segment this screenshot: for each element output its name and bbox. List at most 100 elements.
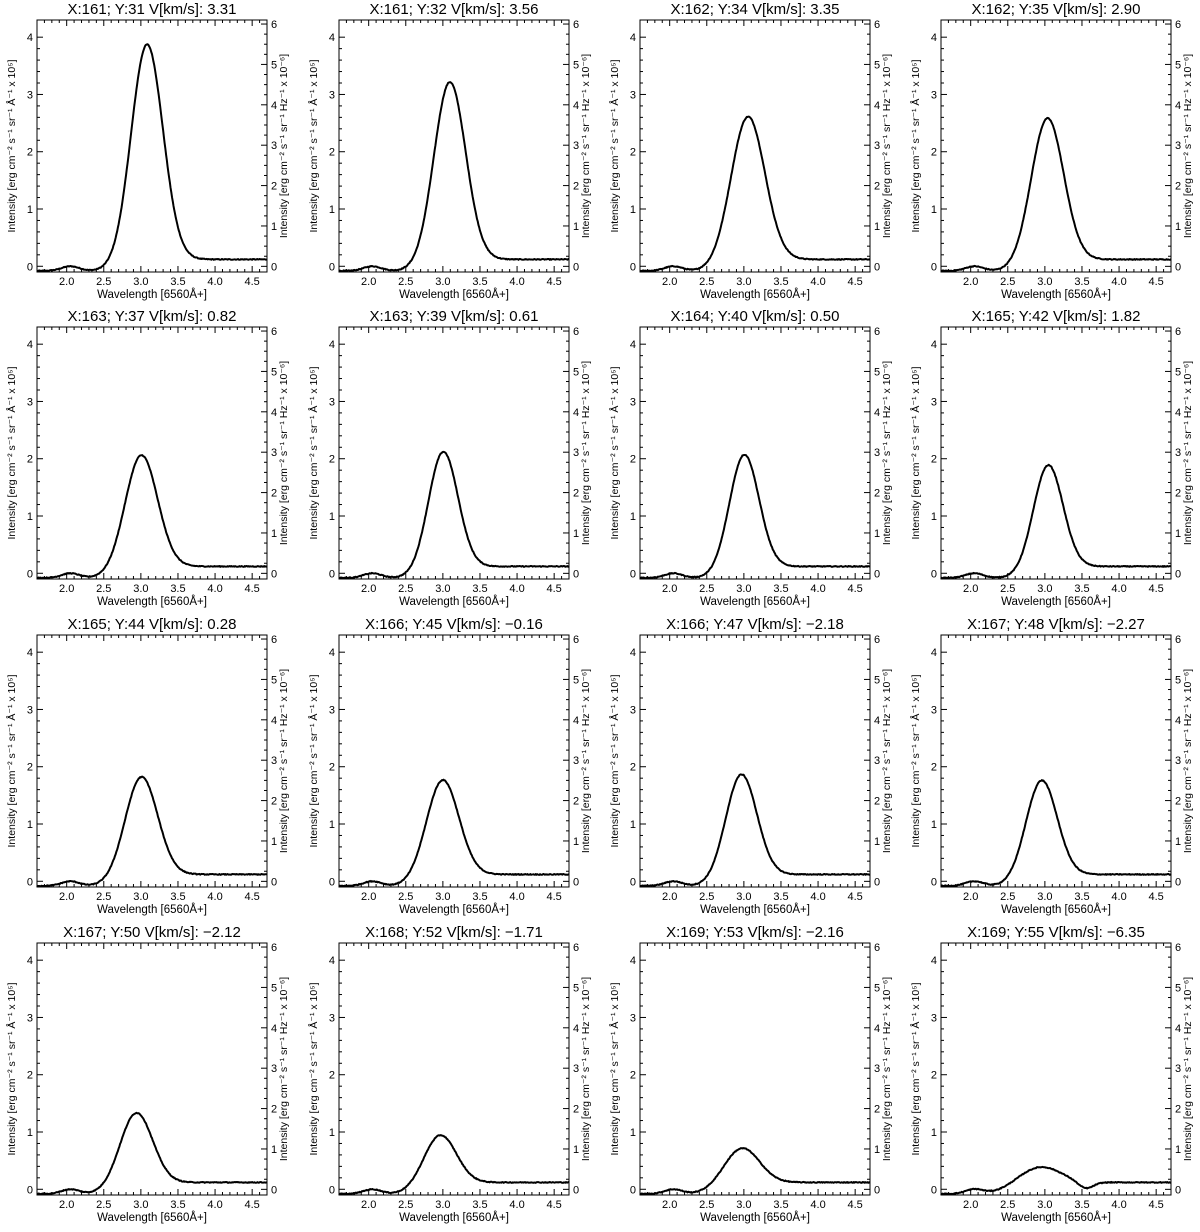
y-tick-label-right: 6 [874,634,880,646]
y-axis-label-left: Intensity [erg cm⁻² s⁻¹ sr⁻¹ Å⁻¹ x 10⁵] [608,366,621,539]
x-tick-label: 3.0 [1037,891,1052,903]
x-tick-label: 3.5 [773,583,788,595]
x-tick-label: 3.5 [170,583,185,595]
y-tick-label-left: 1 [27,204,33,216]
y-tick-label-right: 4 [1175,100,1181,112]
y-tick-label-right: 3 [1175,140,1181,152]
y-tick-label-right: 4 [874,100,880,112]
y-tick-label-right: 1 [874,528,880,540]
spectrum-line [639,115,871,273]
x-tick-label: 3.0 [1037,1199,1052,1211]
spectrum-panel: X:161; Y:31 V[km/s]: 3.31 2.0 2.5 3.0 3.5 4.0… [5,1,290,301]
spectrum-line [940,116,1172,273]
y-tick-label-left: 3 [630,89,636,101]
y-tick-label-right: 5 [271,59,277,71]
y-tick-label-right: 5 [573,366,579,378]
x-tick-label: 4.5 [848,276,863,288]
spectrum-panel: X:165; Y:42 V[km/s]: 1.82 2.0 2.5 3.0 3.5 4.0… [909,308,1194,608]
y-axis-label-right: Intensity [erg cm⁻² s⁻¹ sr⁻¹ Hz⁻¹ x 10⁻⁶… [1182,54,1194,238]
x-tick-label: 3.5 [472,583,487,595]
plot-frame [639,19,871,273]
x-tick-label: 4.0 [207,1199,222,1211]
y-tick-label-right: 6 [271,19,277,31]
y-tick-label-right: 2 [573,796,579,808]
spectrum-panel: X:169; Y:55 V[km/s]: −6.35 2.0 2.5 3.0 3.5 4.… [909,924,1194,1224]
y-tick-label-left: 3 [329,89,335,101]
y-tick-label-right: 6 [573,19,579,31]
y-tick-label-right: 0 [1175,261,1181,273]
y-tick-label-right: 2 [1175,1104,1181,1116]
x-tick-label: 2.5 [699,583,714,595]
y-tick-label-right: 0 [1175,1184,1181,1196]
x-tick-label: 2.5 [1000,276,1015,288]
x-axis-label: Wavelength [6560Å+] [97,1211,207,1224]
x-tick-label: 3.5 [1074,1199,1089,1211]
x-tick-label: 2.5 [1000,1199,1015,1211]
y-tick-label-right: 4 [271,100,277,112]
y-tick-label-left: 1 [329,1127,335,1139]
x-tick-label: 4.0 [509,1199,524,1211]
y-tick-label-right: 4 [874,407,880,419]
x-tick-label: 2.0 [662,891,677,903]
x-tick-label: 2.5 [699,276,714,288]
x-tick-label: 4.5 [848,583,863,595]
x-tick-label: 4.5 [848,891,863,903]
y-tick-label-right: 3 [573,755,579,767]
y-tick-label-left: 4 [630,339,636,351]
y-tick-label-left: 3 [329,704,335,716]
panel-title: X:162; Y:35 V[km/s]: 2.90 [972,1,1141,18]
y-tick-label-right: 4 [271,715,277,727]
x-tick-label: 2.0 [59,276,74,288]
y-tick-label-left: 1 [931,511,937,523]
plot-frame [940,326,1172,580]
panel-title: X:169; Y:53 V[km/s]: −2.16 [666,924,844,941]
y-tick-label-left: 4 [630,32,636,44]
x-tick-label: 2.5 [398,583,413,595]
y-tick-label-right: 1 [573,528,579,540]
y-tick-label-right: 5 [1175,674,1181,686]
x-tick-label: 2.5 [398,1199,413,1211]
y-tick-label-left: 3 [630,1012,636,1024]
plot-frame [338,942,570,1196]
plot-frame [36,942,268,1196]
y-tick-label-right: 3 [271,755,277,767]
spectrum-line [338,778,570,888]
x-tick-label: 4.0 [810,891,825,903]
x-tick-label: 3.5 [1074,583,1089,595]
y-tick-label-right: 1 [874,836,880,848]
y-tick-label-left: 0 [630,876,636,888]
y-tick-label-right: 6 [1175,326,1181,338]
y-tick-label-left: 1 [931,204,937,216]
y-tick-label-right: 3 [1175,755,1181,767]
x-tick-label: 2.5 [1000,583,1015,595]
y-tick-label-right: 5 [573,674,579,686]
y-tick-label-left: 0 [329,261,335,273]
x-tick-label: 2.0 [59,1199,74,1211]
x-tick-label: 3.0 [736,276,751,288]
y-tick-label-left: 0 [27,568,33,580]
x-tick-label: 4.0 [207,891,222,903]
panel-title: X:165; Y:42 V[km/s]: 1.82 [972,308,1141,325]
x-tick-label: 4.5 [245,276,260,288]
y-tick-label-right: 3 [874,755,880,767]
y-tick-label-right: 0 [874,568,880,580]
y-tick-label-right: 0 [271,1184,277,1196]
spectrum-line [639,453,871,580]
y-tick-label-right: 5 [874,59,880,71]
x-tick-label: 2.5 [699,891,714,903]
y-tick-label-left: 2 [630,1070,636,1082]
x-axis-label: Wavelength [6560Å+] [1001,288,1111,301]
x-tick-label: 2.0 [361,891,376,903]
y-tick-label-left: 2 [329,762,335,774]
panel-title: X:163; Y:39 V[km/s]: 0.61 [370,308,539,325]
spectrum-panel: X:163; Y:37 V[km/s]: 0.82 2.0 2.5 3.0 3.5 4.0… [5,308,290,608]
y-tick-label-right: 3 [573,140,579,152]
y-tick-label-left: 0 [630,1184,636,1196]
y-axis-label-right: Intensity [erg cm⁻² s⁻¹ sr⁻¹ Hz⁻¹ x 10⁻⁶… [881,361,893,545]
y-tick-label-left: 0 [329,876,335,888]
y-tick-label-left: 0 [630,568,636,580]
y-tick-label-left: 0 [630,261,636,273]
y-tick-label-left: 0 [27,876,33,888]
x-tick-label: 4.0 [1111,276,1126,288]
